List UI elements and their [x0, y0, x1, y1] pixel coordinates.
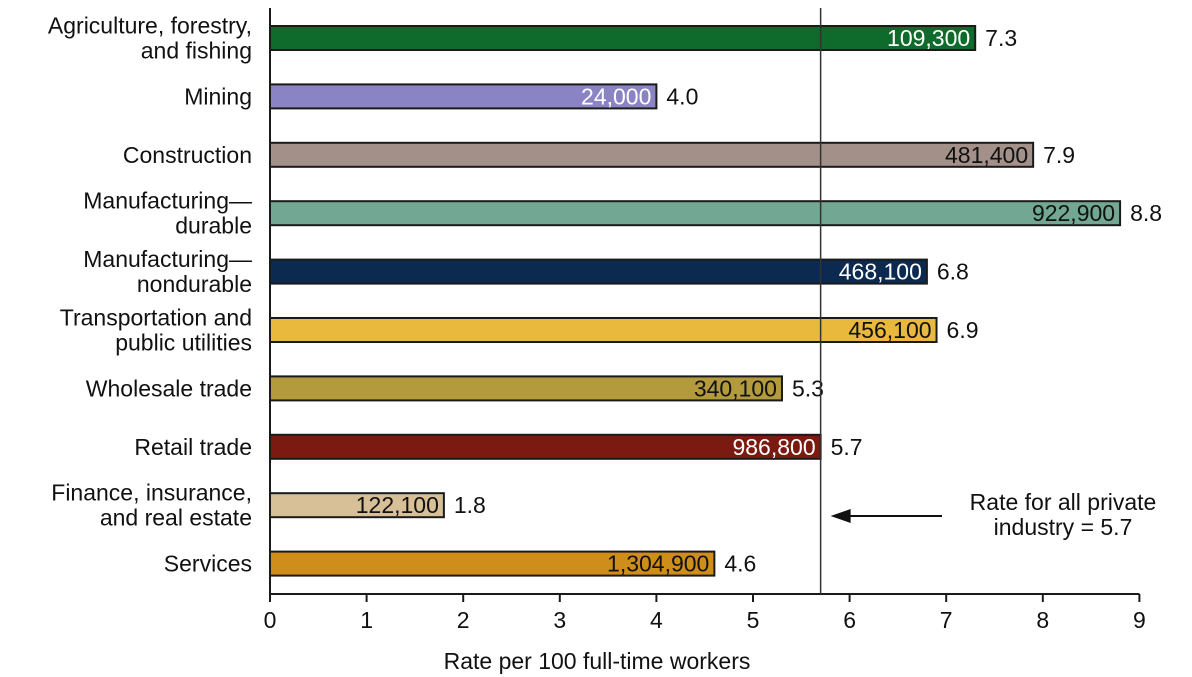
bar-count-label: 1,304,900	[607, 551, 709, 577]
x-tick-label: 6	[843, 607, 856, 633]
category-label: Services	[164, 551, 252, 577]
bar-value-label: 1.8	[454, 492, 486, 518]
bar	[269, 317, 938, 343]
x-tick-label: 5	[747, 607, 760, 633]
bar	[269, 375, 783, 402]
bar-count-label: 109,300	[887, 25, 970, 51]
bar-count-label: 922,900	[1032, 200, 1115, 226]
category-label: Construction	[123, 142, 252, 168]
category-label: Manufacturing— nondurable	[83, 246, 252, 297]
category-label: Mining	[184, 83, 252, 109]
x-tick-label: 0	[264, 607, 277, 633]
bar	[269, 141, 1035, 168]
bar-count-label: 24,000	[581, 83, 651, 109]
category-label: Retail trade	[134, 434, 252, 460]
bar-count-label: 340,100	[694, 375, 777, 401]
bar-value-label: 5.3	[792, 375, 824, 401]
bar-count-label: 481,400	[945, 142, 1028, 168]
x-tick-label: 8	[1036, 607, 1049, 633]
bar	[269, 433, 822, 460]
category-label: Transportation and public utilities	[60, 305, 252, 356]
bar-value-label: 7.3	[985, 25, 1017, 51]
bar-value-label: 4.0	[666, 83, 698, 109]
category-label: Agriculture, forestry, and fishing	[48, 13, 252, 64]
annotation-arrowhead	[830, 509, 851, 523]
x-tick-label: 1	[360, 607, 373, 633]
bar	[269, 258, 928, 285]
x-tick-label: 7	[940, 607, 953, 633]
category-label: Manufacturing— durable	[83, 188, 252, 239]
x-tick-label: 9	[1133, 607, 1146, 633]
bar-value-label: 6.9	[947, 317, 979, 343]
category-label: Wholesale trade	[86, 375, 252, 401]
bar-value-label: 4.6	[724, 551, 756, 577]
bar	[269, 492, 445, 519]
reference-annotation: Rate for all private industry = 5.7	[970, 489, 1157, 540]
bar-count-label: 468,100	[839, 259, 922, 285]
bar	[269, 550, 716, 577]
bar-value-label: 7.9	[1043, 142, 1075, 168]
x-axis-title: Rate per 100 full-time workers	[444, 648, 751, 674]
bar-count-label: 122,100	[356, 492, 439, 518]
x-tick-label: 3	[553, 607, 566, 633]
bar	[269, 200, 1122, 227]
bar	[269, 25, 977, 51]
bar-value-label: 8.8	[1130, 200, 1162, 226]
bar-count-label: 456,100	[848, 317, 931, 343]
x-tick-label: 2	[457, 607, 470, 633]
bar-value-label: 6.8	[937, 259, 969, 285]
bar-count-label: 986,800	[732, 434, 815, 460]
category-label: Finance, insurance, and real estate	[51, 480, 252, 531]
x-tick-label: 4	[650, 607, 663, 633]
bar-value-label: 5.7	[831, 434, 863, 460]
